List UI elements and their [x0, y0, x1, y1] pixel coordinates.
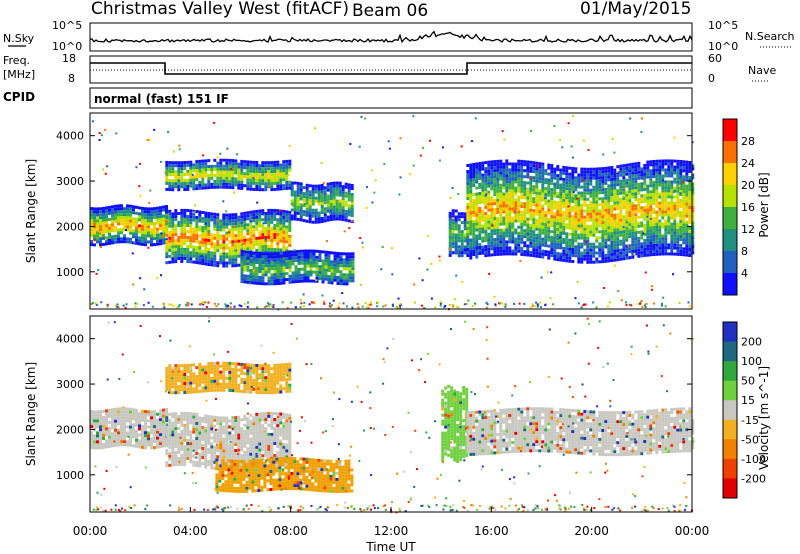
- colorbar-tick-label: 24: [741, 157, 755, 170]
- velocity-panel: 1000 2000 3000 4000 00:00 04:00 08:00 12:00 16:…: [24, 315, 710, 554]
- y-tick-label: 1000: [56, 266, 84, 279]
- colorbar-swatch: [723, 251, 737, 274]
- velocity-colorbar-label: Velocity [m s^-1]: [757, 366, 771, 470]
- cpid-panel: CPID normal (fast) 151 IF: [3, 87, 693, 109]
- nave-label: Nave: [748, 64, 776, 77]
- colorbar-tick-label: 20: [741, 179, 755, 192]
- nsky-label: N.Sky: [3, 32, 35, 45]
- colorbar-swatch: [723, 119, 737, 142]
- power-y-axis: 1000 2000 3000 4000: [56, 130, 692, 279]
- colorbar-swatch: [723, 185, 737, 208]
- colorbar-swatch: [723, 273, 737, 296]
- freq-tick-bottom: 8: [68, 72, 75, 85]
- power-colorbar-label: Power [dB]: [757, 172, 771, 237]
- y-tick-label: 3000: [56, 175, 84, 188]
- x-tick-label: 08:00: [273, 524, 308, 538]
- beam-label: Beam 06: [352, 1, 428, 21]
- colorbar-swatch: [723, 458, 737, 479]
- x-tick-label: 12:00: [374, 524, 409, 538]
- colorbar-tick-label: -15: [741, 414, 759, 427]
- colorbar-swatch: [723, 207, 737, 230]
- x-axis-label: Time UT: [365, 540, 416, 554]
- nsky-trace: [89, 30, 693, 44]
- colorbar-tick-label: 100: [741, 355, 762, 368]
- colorbar-tick-label: 200: [741, 336, 762, 349]
- nsearch-tick-bottom: 10^0: [708, 40, 738, 53]
- nave-tick-bottom: 0: [708, 72, 715, 85]
- freq-tick-top: 18: [62, 52, 76, 65]
- colorbar-tick-label: -200: [741, 472, 766, 485]
- velocity-y-axis: 1000 2000 3000 4000: [56, 333, 692, 482]
- plot-title: Christmas Valley West (fitACF): [91, 0, 349, 19]
- nsearch-label: N.Search: [745, 30, 795, 43]
- y-tick-label: 1000: [56, 469, 84, 482]
- freq-trace: [90, 62, 692, 75]
- colorbar-tick-label: 50: [741, 375, 755, 388]
- y-tick-label: 3000: [56, 378, 84, 391]
- nave-tick-top: 60: [708, 52, 722, 65]
- colorbar-swatch: [723, 229, 737, 252]
- colorbar-tick-label: -100: [741, 453, 766, 466]
- freq-label-2: [MHz]: [3, 68, 35, 81]
- y-tick-label: 4000: [56, 333, 84, 346]
- x-tick-label: 04:00: [173, 524, 208, 538]
- power-data-layer: [90, 114, 695, 311]
- colorbar-swatch: [723, 163, 737, 186]
- x-tick-label: 20:00: [574, 524, 609, 538]
- x-tick-label: 00:00: [675, 524, 710, 538]
- colorbar-swatch: [723, 361, 737, 382]
- x-tick-label: 16:00: [474, 524, 509, 538]
- y-tick-label: 2000: [56, 423, 84, 436]
- colorbar-swatch: [723, 400, 737, 421]
- colorbar-swatch: [723, 439, 737, 460]
- nsky-tick-bottom: 10^0: [52, 40, 82, 53]
- power-colorbar: 28 24 20 16 12 8 4 Power [dB]: [722, 118, 771, 296]
- colorbar-tick-label: 4: [741, 267, 748, 280]
- date-label: 01/May/2015: [580, 0, 692, 19]
- velocity-colorbar: 200 100 50 15 -15 -50 -100 -200 Velocity [m s^-…: [722, 321, 771, 499]
- x-tick-label: 00:00: [73, 524, 108, 538]
- cpid-text: normal (fast) 151 IF: [94, 92, 229, 106]
- velocity-y-label: Slant Range [km]: [24, 362, 38, 466]
- colorbar-swatch: [723, 341, 737, 362]
- colorbar-swatch: [723, 322, 737, 343]
- velocity-data-layer: [90, 316, 695, 514]
- colorbar-tick-label: 8: [741, 245, 748, 258]
- colorbar-tick-label: 16: [741, 201, 755, 214]
- nsky-tick-top: 10^5: [52, 19, 82, 32]
- colorbar-tick-label: 15: [741, 394, 755, 407]
- y-tick-label: 2000: [56, 220, 84, 233]
- colorbar-tick-label: 28: [741, 135, 755, 148]
- nsky-panel: N.Sky 10^5 10^0 10^5 10^0 N.Search: [3, 19, 795, 53]
- freq-label-1: Freq.: [3, 54, 30, 67]
- cpid-label: CPID: [3, 90, 35, 104]
- y-tick-label: 4000: [56, 130, 84, 143]
- colorbar-swatch: [723, 141, 737, 164]
- colorbar-tick-label: 12: [741, 223, 755, 236]
- colorbar-tick-label: -50: [741, 433, 759, 446]
- power-y-label: Slant Range [km]: [24, 159, 38, 263]
- velocity-x-axis: 00:00 04:00 08:00 12:00 16:00 20:00 00:00: [73, 507, 710, 538]
- colorbar-swatch: [723, 478, 737, 499]
- colorbar-swatch: [723, 380, 737, 401]
- nsearch-tick-top: 10^5: [708, 19, 738, 32]
- freq-panel: Freq. [MHz] 18 8 60 0 Nave: [3, 52, 776, 85]
- colorbar-swatch: [723, 419, 737, 440]
- power-panel: 1000 2000 3000 4000 Slant Range [km]: [24, 112, 695, 311]
